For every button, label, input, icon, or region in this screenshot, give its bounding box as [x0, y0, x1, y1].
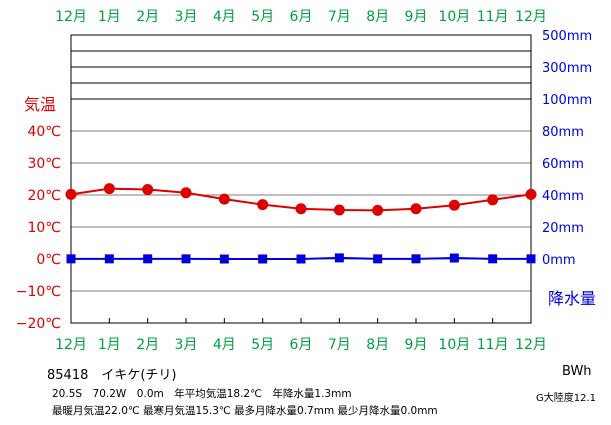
precipitation-tick-label: 100mm: [542, 93, 592, 108]
bottom-month-label: 4月: [213, 337, 236, 353]
top-month-label: 11月: [477, 9, 509, 25]
precipitation-point: [411, 254, 421, 264]
precipitation-point: [143, 254, 153, 264]
precipitation-axis-title: 降水量: [548, 289, 596, 308]
bottom-month-label: 11月: [477, 337, 509, 353]
precipitation-point: [296, 254, 306, 264]
top-month-label: 3月: [175, 9, 198, 25]
temperature-point: [372, 204, 384, 216]
station-location-summary: 20.5S 70.2W 0.0m 年平均気温18.2℃ 年降水量1.3mm: [52, 388, 352, 400]
temperature-point: [295, 203, 307, 215]
bottom-month-label: 6月: [290, 337, 313, 353]
precipitation-tick-label: 0mm: [542, 253, 576, 268]
bottom-month-label: 8月: [366, 337, 389, 353]
temperature-axis-title: 気温: [24, 95, 56, 114]
temperature-point: [448, 199, 460, 211]
top-month-label: 1月: [98, 9, 121, 25]
chart-grid: [70, 34, 532, 324]
bottom-month-labels: 12月 1月 2月 3月 4月 5月 6月 7月 8月 9月 10月 11月 12月: [55, 337, 547, 353]
plot-frame: [70, 34, 532, 324]
precipitation-tick-label: 20mm: [542, 221, 584, 236]
temperature-point: [65, 188, 77, 200]
bottom-month-label: 7月: [328, 337, 351, 353]
temperature-tick-label: 30℃: [27, 156, 61, 172]
bottom-month-label: 5月: [251, 337, 274, 353]
temperature-point: [103, 183, 115, 195]
temperature-point: [180, 187, 192, 199]
bottom-month-label: 2月: [136, 337, 159, 353]
bottom-month-label: 9月: [405, 337, 428, 353]
top-month-label: 2月: [136, 9, 159, 25]
bottom-month-label: 12月: [55, 337, 87, 353]
precipitation-point: [66, 254, 76, 264]
top-month-label: 7月: [328, 9, 351, 25]
temperature-tick-label: 0℃: [36, 252, 61, 268]
top-month-label: 6月: [290, 9, 313, 25]
temperature-tick-label: 10℃: [27, 220, 61, 236]
precipitation-point: [373, 254, 383, 264]
top-month-label: 9月: [405, 9, 428, 25]
temperature-point: [525, 188, 537, 200]
bottom-month-label: 12月: [515, 337, 547, 353]
chart-series: [65, 183, 537, 264]
precipitation-point: [488, 254, 498, 264]
temperature-point: [218, 193, 230, 205]
continentality-index: G大陸度12.1: [536, 393, 597, 404]
precipitation-point: [526, 254, 536, 264]
station-extremes-summary: 最暖月気温22.0℃ 最寒月気温15.3℃ 最多月降水量0.7mm 最少月降水量…: [52, 405, 438, 417]
bottom-month-label: 1月: [98, 337, 121, 353]
bottom-month-label: 10月: [438, 337, 470, 353]
precipitation-axis: 500mm 300mm 100mm 80mm 60mm 40mm 20mm 0mm 降水量: [542, 29, 596, 308]
temperature-point: [142, 184, 154, 196]
top-month-label: 12月: [55, 9, 87, 25]
precipitation-tick-label: 80mm: [542, 125, 584, 140]
precipitation-tick-label: 300mm: [542, 61, 592, 76]
top-month-label: 8月: [366, 9, 389, 25]
precipitation-point: [219, 254, 229, 264]
precipitation-point: [334, 253, 344, 263]
climate-chart: 12月 1月 2月 3月 4月 5月 6月 7月 8月 9月 10月 11月 12月 12月 1月 2月 3月…: [16, 9, 596, 353]
temperature-axis: 気温 40℃ 30℃ 20℃ 10℃ 0℃ −10℃ −20℃: [16, 95, 61, 332]
temperature-tick-label: −20℃: [16, 316, 61, 332]
station-name: 85418 イキケ(チリ): [47, 368, 177, 383]
temperature-point: [333, 204, 345, 216]
precipitation-point: [449, 253, 459, 263]
temperature-point: [257, 199, 269, 211]
precipitation-point: [258, 254, 268, 264]
precipitation-tick-label: 60mm: [542, 157, 584, 172]
top-month-labels: 12月 1月 2月 3月 4月 5月 6月 7月 8月 9月 10月 11月 12月: [55, 9, 547, 25]
climate-classification: BWh: [562, 364, 592, 379]
temperature-tick-label: 20℃: [27, 188, 61, 204]
temperature-tick-label: 40℃: [27, 124, 61, 140]
top-month-label: 5月: [251, 9, 274, 25]
precipitation-tick-label: 500mm: [542, 29, 592, 44]
temperature-tick-label: −10℃: [16, 284, 61, 300]
bottom-month-label: 3月: [175, 337, 198, 353]
precipitation-tick-label: 40mm: [542, 189, 584, 204]
precipitation-point: [181, 254, 191, 264]
top-month-label: 10月: [438, 9, 470, 25]
temperature-point: [487, 194, 499, 206]
temperature-point: [410, 203, 422, 215]
precipitation-point: [104, 254, 114, 264]
top-month-label: 4月: [213, 9, 236, 25]
top-month-label: 12月: [515, 9, 547, 25]
